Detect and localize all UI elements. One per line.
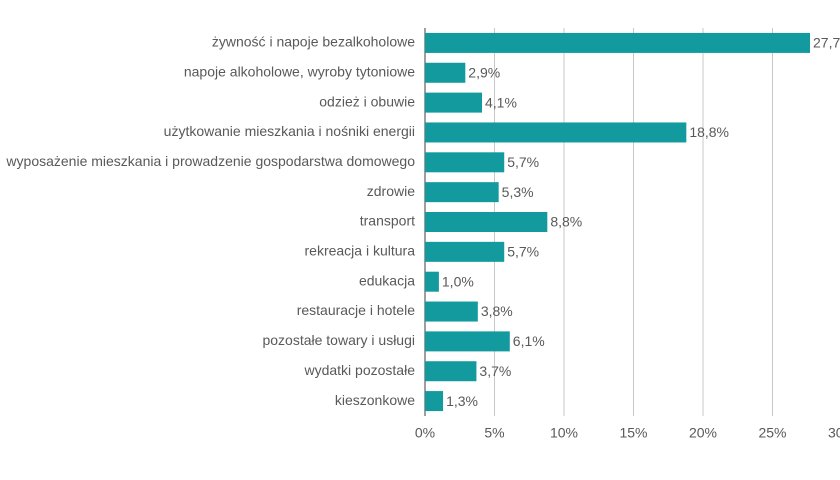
value-label: 3,8% <box>481 303 513 319</box>
bar <box>425 212 548 232</box>
category-label: rekreacja i kultura <box>305 243 416 259</box>
bar <box>425 241 505 262</box>
category-label: kieszonkowe <box>335 392 415 408</box>
bar <box>425 32 811 53</box>
value-label: 1,0% <box>442 273 474 289</box>
x-tick-label: 20% <box>689 425 717 441</box>
x-tick-label: 30% <box>828 425 840 441</box>
value-label: 1,3% <box>446 393 478 409</box>
x-tick-label: 15% <box>619 425 647 441</box>
category-label: restauracje i hotele <box>297 302 416 318</box>
bar <box>425 62 466 83</box>
value-label: 3,7% <box>479 363 511 379</box>
bar <box>425 391 444 412</box>
category-label: transport <box>360 213 415 229</box>
bar <box>425 182 499 203</box>
category-label: użytkowanie mieszkania i nośniki energii <box>164 123 415 139</box>
category-label: żywność i napoje bezalkoholowe <box>212 34 415 50</box>
x-tick-label: 25% <box>758 425 786 441</box>
value-label: 5,7% <box>507 244 539 260</box>
value-label: 6,1% <box>513 333 545 349</box>
category-label: wydatki pozostałe <box>303 362 415 378</box>
category-label: pozostałe towary i usługi <box>262 332 415 348</box>
x-tick-label: 5% <box>484 425 504 441</box>
bar <box>425 301 478 322</box>
bar <box>425 361 477 382</box>
bar <box>425 271 439 292</box>
value-label: 2,9% <box>468 64 500 80</box>
value-label: 27,7% <box>813 35 840 51</box>
x-tick-label: 0% <box>415 425 435 441</box>
category-label: wyposażenie mieszkania i prowadzenie gos… <box>5 153 415 169</box>
value-label: 8,8% <box>550 214 582 230</box>
bar <box>425 92 482 113</box>
value-label: 5,7% <box>507 154 539 170</box>
value-label: 5,3% <box>502 184 534 200</box>
bar <box>425 122 687 143</box>
bar <box>425 331 510 352</box>
x-tick-label: 10% <box>550 425 578 441</box>
category-label: edukacja <box>359 272 415 288</box>
value-label: 18,8% <box>689 124 729 140</box>
bar <box>425 152 505 173</box>
category-label: zdrowie <box>367 183 415 199</box>
category-label: odzież i obuwie <box>319 93 415 109</box>
category-label: napoje alkoholowe, wyroby tytoniowe <box>184 63 415 79</box>
value-label: 4,1% <box>485 94 517 110</box>
